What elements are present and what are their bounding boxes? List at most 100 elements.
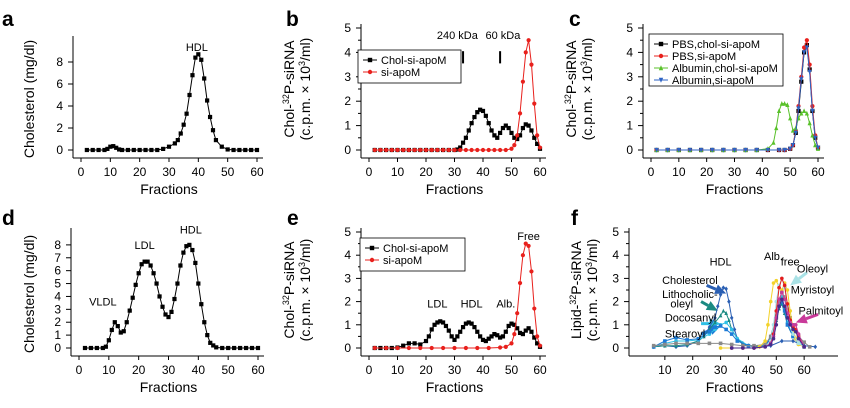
data-point [801,45,807,50]
data-point [696,336,701,341]
data-point [412,341,417,346]
data-point [500,334,506,339]
y-tick-label: 2 [344,94,351,108]
y-tick-label: 7 [54,251,61,265]
y-axis-label: (c.p.m. × 103/ml) [579,38,595,141]
data-point [237,147,242,153]
annotation-arrow [798,271,808,280]
data-point [489,128,494,133]
data-point [815,145,821,151]
x-tick-label: 40 [192,165,206,179]
data-point [483,113,488,118]
data-point [782,297,787,302]
data-point [535,133,540,138]
data-point [105,146,110,151]
data-point [718,313,723,318]
y-tick-label: 2 [626,94,633,108]
y-tick-label: 3 [54,302,61,316]
data-point [148,263,153,268]
series-0 [82,242,261,351]
data-point [807,69,812,75]
y-tick-label: 2 [56,121,63,135]
y-tick-label: 6 [54,264,61,278]
data-point [674,343,678,348]
data-point [763,345,767,349]
y-tick-label: 1 [54,328,61,342]
data-point [718,324,723,328]
data-point [785,102,790,107]
data-point [486,121,491,126]
data-point [520,253,526,258]
x-tick-label: 60 [533,363,547,377]
y-axis-label: Cholesterol (mg/dl) [21,235,37,353]
data-point [785,323,790,327]
data-point [780,276,784,281]
data-point [768,334,773,339]
data-point [205,333,210,338]
y-axis-label: Chol-32P-siRNA [281,40,297,138]
data-point [121,329,126,334]
x-tick-label: 30 [162,165,176,179]
data-point [685,341,689,346]
data-point [187,92,192,98]
data-point [166,314,171,320]
data-point [713,320,717,325]
data-point [779,101,784,106]
data-point [166,144,172,149]
data-point [724,286,728,292]
legend-label: PBS,chol-si-apoM [672,39,760,51]
x-tick-label: 40 [192,363,206,377]
data-point [526,38,531,43]
data-point [777,297,781,302]
data-point [161,146,166,151]
x-tick-label: 20 [700,165,714,179]
x-tick-label: 30 [162,363,176,377]
data-point [249,147,254,153]
data-point [782,309,787,313]
data-point [523,241,528,246]
data-point [202,76,207,81]
data-point [793,125,798,131]
data-point [768,299,773,304]
data-point [774,278,779,283]
data-point [458,147,463,153]
legend-label: Chol-si-apoM [383,243,448,255]
data-point [674,335,678,340]
data-point [523,328,528,333]
y-tick-label: 1 [344,318,351,332]
data-point [460,140,466,145]
data-point [780,297,784,302]
data-point [119,147,125,153]
annotation-label: HDL [186,42,208,54]
data-point [535,341,540,346]
x-tick-label: 60 [251,363,265,377]
data-point [163,312,168,317]
data-point [372,147,377,153]
data-point [429,147,434,153]
x-tick-label: 10 [391,363,405,377]
y-axis-label: (c.p.m. × 103/ml) [584,239,600,342]
data-point [735,339,740,343]
data-point [443,323,449,329]
annotation-arrow [805,312,819,321]
data-point [127,308,132,313]
data-point [529,62,534,67]
data-point [463,345,468,351]
legend-label: PBS,si-apoM [672,51,736,63]
data-point [378,147,383,153]
data-point [172,141,177,146]
data-point [145,259,150,264]
x-tick-label: 20 [686,363,700,377]
data-point [777,304,781,309]
legend-swatch-marker [658,41,664,47]
series-9 [729,297,806,350]
data-point [118,330,123,335]
annotation-label: Stearoyl [665,329,705,341]
data-point [752,343,756,348]
data-point [729,327,734,332]
data-point [785,288,790,292]
data-point [729,315,734,321]
y-tick-label: 2 [344,295,351,309]
x-tick-label: 30 [448,363,462,377]
data-point [537,343,543,348]
